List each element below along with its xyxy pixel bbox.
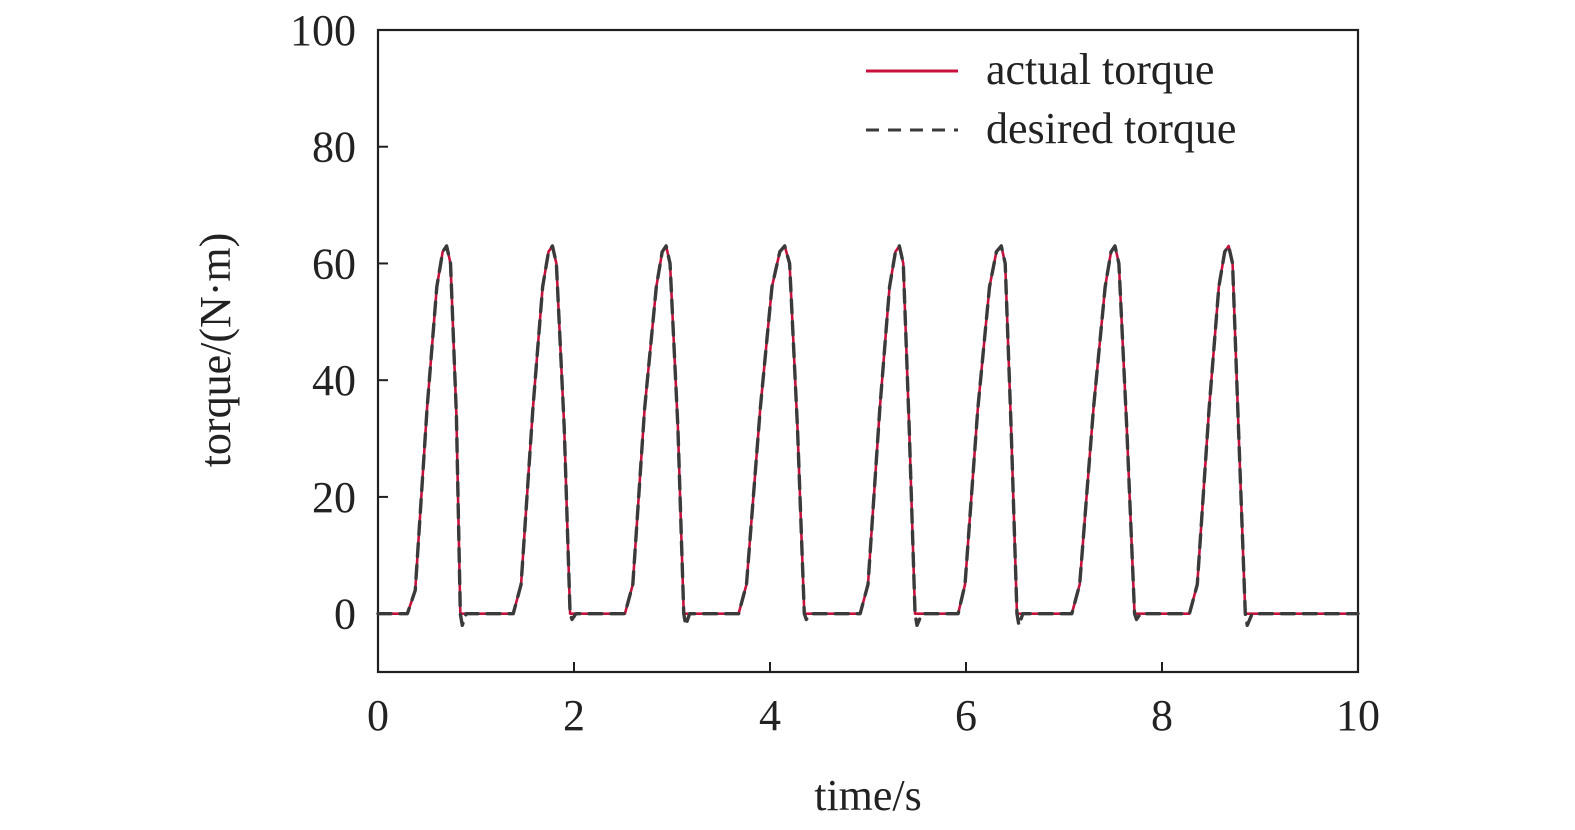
- y-tick-label: 60: [312, 239, 356, 288]
- legend: actual torque desired torque: [866, 45, 1236, 153]
- x-tick-label: 2: [563, 691, 585, 740]
- x-tick-label: 4: [759, 691, 781, 740]
- y-tick-label: 80: [312, 123, 356, 172]
- y-tick-label: 100: [290, 6, 356, 55]
- series-layer: [376, 244, 1360, 628]
- y-axis-label: torque/(N·m): [191, 233, 240, 468]
- x-axis-label: time/s: [814, 771, 922, 820]
- x-tick-label: 0: [367, 691, 389, 740]
- y-axis-ticks: 0 20 40 60 80 100: [290, 6, 388, 639]
- x-tick-label: 6: [955, 691, 977, 740]
- x-tick-label: 10: [1336, 691, 1380, 740]
- legend-label-desired-torque: desired torque: [986, 104, 1236, 153]
- y-tick-label: 40: [312, 356, 356, 405]
- x-tick-label: 8: [1151, 691, 1173, 740]
- legend-label-actual-torque: actual torque: [986, 45, 1214, 94]
- y-tick-label: 20: [312, 473, 356, 522]
- plot-frame: [376, 28, 1360, 674]
- y-tick-label: 0: [334, 590, 356, 639]
- series-line-actual-torque: [376, 244, 1360, 615]
- series-line-desired-torque: [376, 244, 1360, 628]
- x-axis-ticks: 0 2 4 6 8 10: [367, 662, 1380, 740]
